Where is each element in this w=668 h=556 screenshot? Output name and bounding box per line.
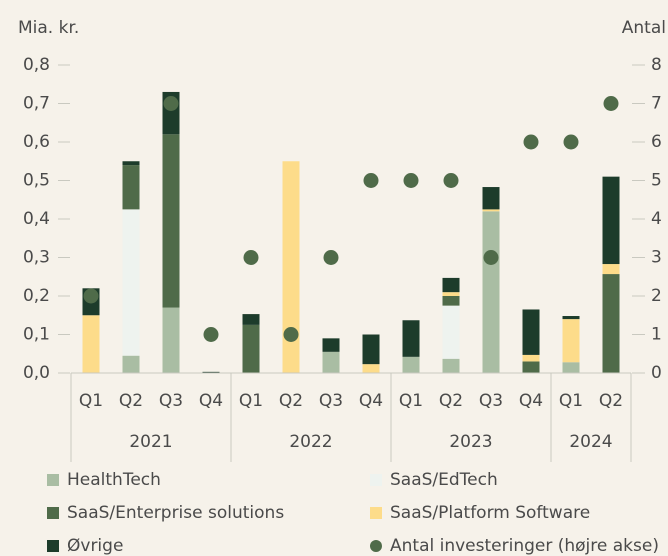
bar-segment — [122, 355, 140, 373]
y-tick-label: 0,4 — [23, 209, 50, 229]
dot — [203, 327, 219, 342]
y2-tick-label: 2 — [651, 286, 662, 306]
bar-segment — [602, 274, 620, 373]
bar-segment — [282, 161, 300, 373]
bar-segment — [442, 277, 460, 293]
x-tick-label: Q1 — [399, 391, 423, 411]
x-tick-label: Q1 — [79, 391, 103, 411]
legend-label: SaaS/Platform Software — [390, 503, 590, 523]
x-tick-label: Q3 — [159, 391, 183, 411]
y-tick-label: 0,5 — [23, 171, 50, 191]
bar-segment — [562, 316, 580, 320]
legend-label: SaaS/EdTech — [390, 470, 498, 490]
y2-tick-label: 1 — [651, 325, 662, 345]
bar-segment — [322, 351, 340, 373]
x-tick-label: Q4 — [199, 391, 223, 411]
x-tick-label: Q3 — [479, 391, 503, 411]
bar-segment — [122, 209, 140, 356]
bar-segment — [242, 314, 260, 325]
x-tick-label: Q1 — [559, 391, 583, 411]
bar-segment — [322, 338, 340, 352]
y2-tick-label: 3 — [651, 248, 662, 268]
y-tick-label: 0,2 — [23, 286, 50, 306]
y-tick-label: 0,0 — [23, 363, 50, 383]
x-tick-label: Q3 — [319, 391, 343, 411]
bar-segment — [482, 209, 500, 212]
legend-swatch — [370, 507, 382, 519]
x-group-label: 2023 — [449, 432, 492, 452]
legend-label: Antal investeringer (højre akse) — [390, 536, 659, 556]
bar-segment — [82, 315, 100, 373]
y2-axis-label: Antal — [622, 18, 666, 38]
y-tick-label: 0,6 — [23, 132, 50, 152]
bar-segment — [162, 134, 180, 308]
legend-swatch — [370, 474, 382, 486]
dot — [283, 327, 299, 342]
dot — [163, 96, 179, 111]
dot — [483, 250, 499, 265]
legend-label: Øvrige — [67, 536, 123, 556]
dot — [363, 173, 379, 188]
bar-segment — [402, 356, 420, 373]
x-tick-label: Q2 — [119, 391, 143, 411]
bar-segment — [562, 319, 580, 363]
bar-segment — [522, 309, 540, 355]
bar-segment — [242, 324, 260, 373]
x-tick-label: Q1 — [239, 391, 263, 411]
legend-swatch — [47, 540, 59, 552]
bar-segment — [122, 165, 140, 210]
y-tick-label: 0,8 — [23, 55, 50, 75]
bar-segment — [362, 364, 380, 373]
y2-tick-label: 0 — [651, 363, 662, 383]
y-tick-label: 0,1 — [23, 325, 50, 345]
bar-segment — [522, 361, 540, 373]
dot — [443, 173, 459, 188]
bar-segment — [402, 320, 420, 357]
bar-segment — [442, 292, 460, 296]
dot — [83, 288, 99, 304]
dot — [403, 173, 419, 188]
x-tick-label: Q4 — [359, 391, 383, 411]
bar-segment — [442, 358, 460, 373]
bar-segment — [602, 264, 620, 275]
dot — [243, 250, 259, 265]
bar-segment — [522, 354, 540, 362]
bar-segment — [482, 187, 500, 210]
bar-segment — [442, 296, 460, 306]
x-tick-label: Q4 — [519, 391, 543, 411]
y2-tick-label: 7 — [651, 94, 662, 114]
legend-swatch — [370, 540, 382, 552]
bar-segment — [562, 362, 580, 373]
y2-tick-label: 5 — [651, 171, 662, 191]
legend-swatch — [47, 474, 59, 486]
legend-swatch — [47, 507, 59, 519]
dot — [523, 134, 539, 150]
x-group-label: 2022 — [289, 432, 332, 452]
legend-label: HealthTech — [67, 470, 161, 490]
x-tick-label: Q2 — [439, 391, 463, 411]
x-group-label: 2021 — [129, 432, 172, 452]
dot — [603, 96, 619, 111]
y2-tick-label: 6 — [651, 132, 662, 152]
bar-segment — [162, 307, 180, 373]
bar-segment — [442, 305, 460, 359]
dot — [563, 134, 579, 150]
bar-segment — [482, 211, 500, 373]
bar-segment — [122, 161, 140, 166]
y-tick-label: 0,3 — [23, 248, 50, 268]
dot — [323, 250, 339, 265]
x-tick-label: Q2 — [599, 391, 623, 411]
y2-tick-label: 8 — [651, 55, 662, 75]
x-group-label: 2024 — [569, 432, 612, 452]
bar-segment — [602, 176, 620, 265]
y-axis-label: Mia. kr. — [18, 18, 79, 38]
y-tick-label: 0,7 — [23, 94, 50, 114]
y2-tick-label: 4 — [651, 209, 662, 229]
bar-segment — [202, 371, 220, 373]
bar-segment — [362, 334, 380, 365]
x-tick-label: Q2 — [279, 391, 303, 411]
legend-label: SaaS/Enterprise solutions — [67, 503, 284, 523]
